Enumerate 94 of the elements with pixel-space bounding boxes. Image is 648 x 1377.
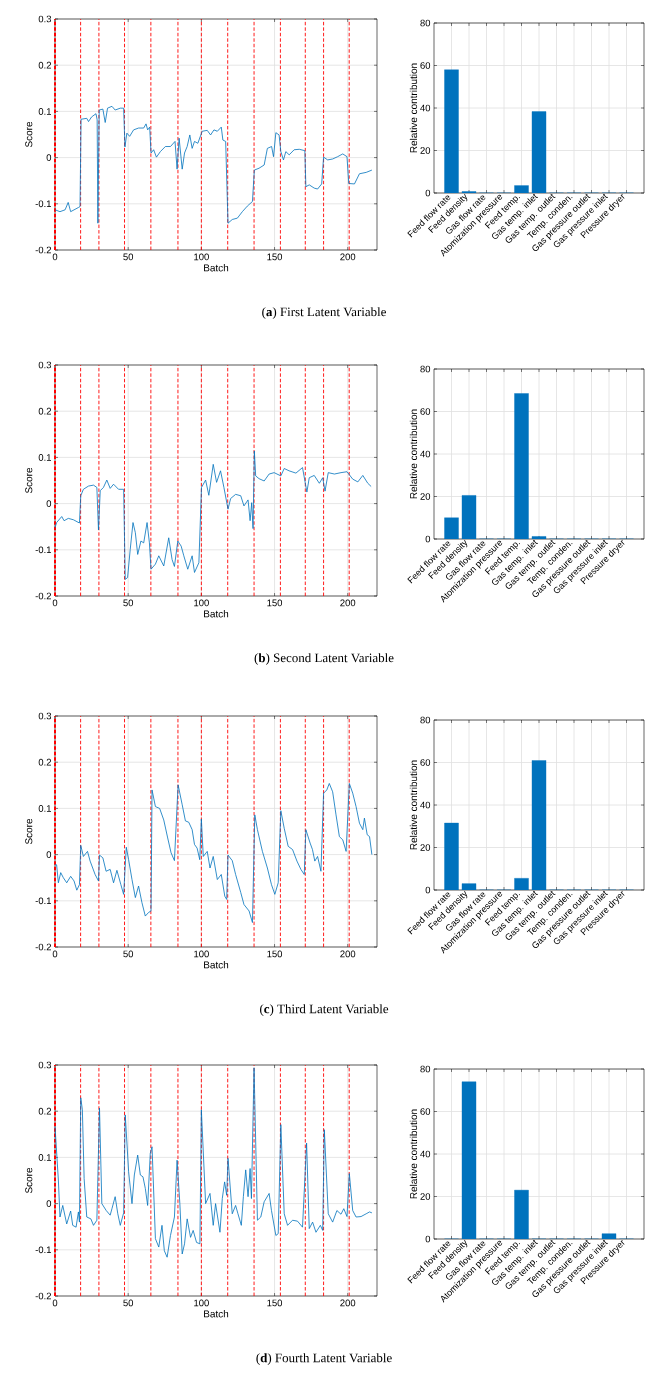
x-tick-label: 50 [123, 253, 134, 261]
y-tick-label: 0.1 [38, 454, 52, 461]
x-axis-title: Batch [204, 961, 229, 969]
y-tick-label: -0.2 [35, 943, 52, 951]
y-tick-label: 20 [420, 844, 431, 851]
bar [531, 111, 547, 193]
y-axis-title: Relative contribution [409, 63, 418, 153]
text: (c) Third Latent Variable [260, 1004, 389, 1016]
x-tick-label: 0 [52, 599, 58, 607]
y-tick-label: 60 [420, 408, 431, 415]
y-tick-label: 0 [46, 500, 52, 507]
y-tick-label: -0.1 [35, 897, 52, 905]
bar [514, 393, 529, 540]
x-tick-label: 50 [123, 950, 134, 958]
x-axis-title: Batch [204, 264, 229, 272]
y-tick-label: 0 [46, 1200, 52, 1207]
y-tick-label: 80 [420, 365, 431, 373]
bar [444, 517, 459, 540]
y-tick-label: 20 [420, 493, 431, 500]
bar [531, 760, 547, 891]
y-axis-title: Score [25, 467, 33, 494]
bar [601, 1233, 617, 1240]
y-axis-title: Score [25, 1167, 33, 1194]
text: (a) First Latent Variable [262, 307, 386, 319]
y-tick-label: 0.3 [38, 712, 52, 720]
x-tick-label: 50 [123, 1299, 134, 1307]
x-tick-label: 150 [267, 599, 283, 607]
y-tick-label: 80 [420, 1065, 431, 1073]
y-tick-label: 20 [420, 1193, 431, 1200]
y-tick-label: 20 [420, 147, 431, 154]
x-tick-label: 200 [340, 253, 356, 261]
line-series [54, 1067, 373, 1258]
x-tick-label: 200 [340, 599, 356, 607]
y-tick-label: -0.2 [35, 246, 52, 254]
y-tick-label: -0.2 [35, 592, 52, 600]
text: (d) Fourth Latent Variable [256, 1353, 392, 1365]
y-axis-title: Relative contribution [409, 1109, 418, 1199]
bar [444, 822, 459, 891]
x-tick-label: 100 [194, 1299, 209, 1307]
y-tick-label: 40 [420, 450, 431, 458]
y-tick-label: 0.2 [38, 407, 52, 415]
x-axis-title: Batch [204, 610, 229, 618]
y-tick-label: -0.1 [35, 200, 52, 208]
y-tick-label: 0.2 [38, 758, 52, 766]
bar [461, 1081, 477, 1240]
x-tick-label: 100 [194, 950, 209, 958]
bar [514, 878, 529, 891]
y-tick-label: -0.2 [35, 1292, 52, 1300]
y-tick-label: -0.1 [35, 1246, 52, 1254]
x-tick-label: 50 [123, 599, 134, 607]
y-tick-label: 0 [46, 851, 52, 858]
bar [514, 185, 529, 193]
y-tick-label: 0 [46, 154, 52, 161]
y-axis-title: Score [25, 818, 33, 845]
x-tick-label: 150 [267, 950, 283, 958]
bar [461, 495, 477, 540]
y-tick-label: 40 [420, 104, 431, 112]
x-tick-label: 200 [340, 950, 356, 958]
x-tick-label: 200 [340, 1299, 356, 1307]
line-series [54, 783, 373, 923]
y-tick-label: 0.3 [38, 1061, 52, 1069]
y-tick-label: 60 [420, 62, 431, 69]
y-tick-label: 80 [420, 19, 431, 27]
x-tick-label: 150 [267, 253, 283, 261]
y-axis-title: Score [25, 121, 33, 148]
bar [444, 69, 459, 193]
y-tick-label: 40 [420, 801, 431, 809]
y-tick-label: 80 [420, 716, 431, 724]
y-tick-label: 0.2 [38, 61, 52, 69]
x-tick-label: 0 [52, 1299, 58, 1307]
y-tick-label: 0.1 [38, 108, 52, 115]
line-series [54, 105, 373, 224]
bar [514, 1189, 529, 1240]
x-axis-title: Batch [204, 1310, 229, 1318]
y-tick-label: 0.3 [38, 15, 52, 23]
bar [531, 536, 547, 540]
y-axis-title: Relative contribution [409, 760, 418, 850]
y-tick-label: 40 [420, 1150, 431, 1158]
y-tick-label: 60 [420, 1108, 431, 1115]
y-axis-title: Relative contribution [409, 409, 418, 499]
x-tick-label: 150 [267, 1299, 283, 1307]
x-tick-label: 100 [194, 253, 209, 261]
y-tick-label: -0.1 [35, 546, 52, 554]
x-tick-label: 100 [194, 599, 209, 607]
y-tick-label: 60 [420, 759, 431, 766]
x-tick-label: 0 [52, 950, 58, 958]
x-tick-label: 0 [52, 253, 58, 261]
bar [461, 883, 477, 891]
y-tick-label: 0.1 [38, 805, 52, 812]
y-tick-label: 0.1 [38, 1154, 52, 1161]
text: (b) Second Latent Variable [254, 653, 394, 665]
y-tick-label: 0.2 [38, 1107, 52, 1115]
y-tick-label: 0.3 [38, 361, 52, 369]
line-series [54, 450, 372, 580]
